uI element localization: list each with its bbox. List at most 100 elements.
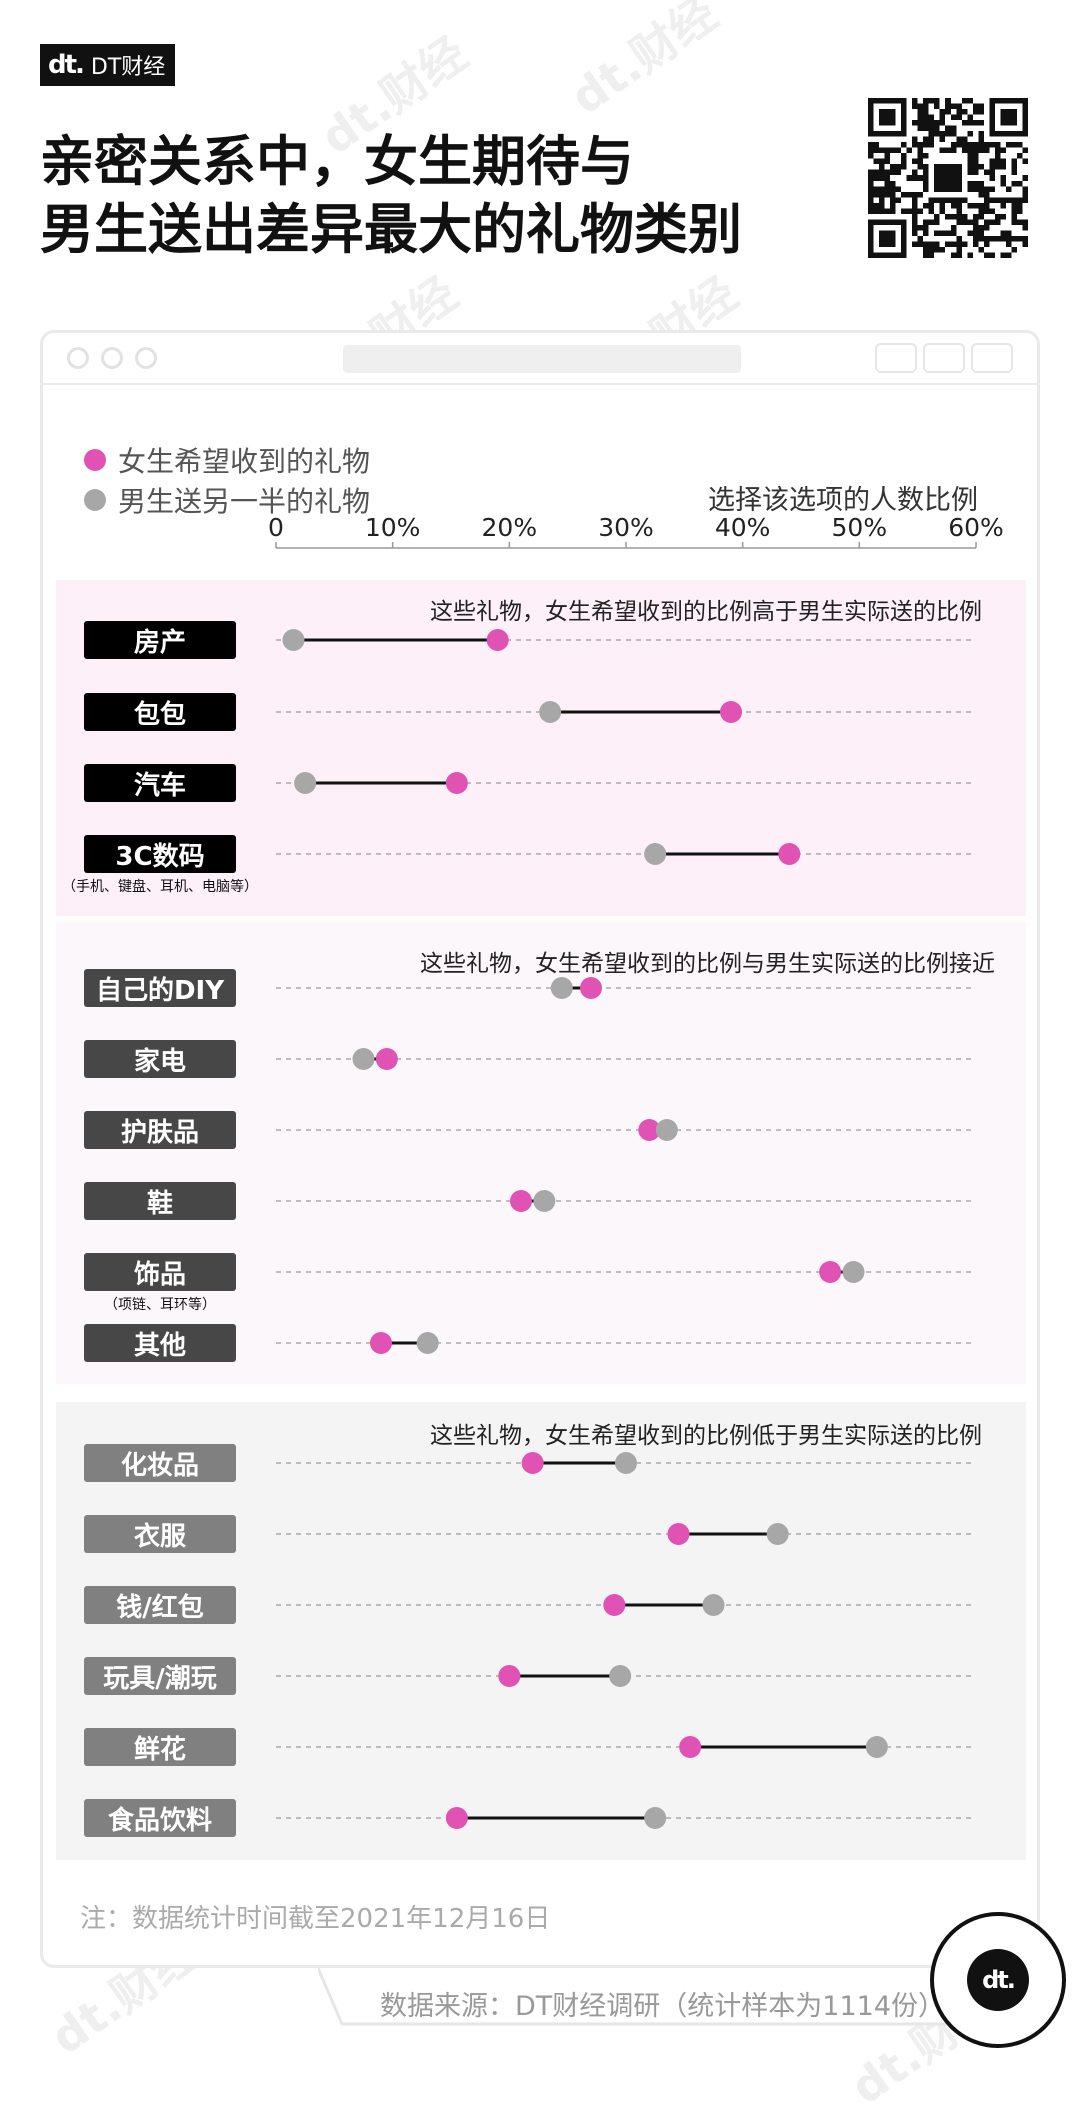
qr-module xyxy=(972,103,979,110)
qr-module xyxy=(1016,142,1023,148)
qr-module xyxy=(950,103,957,110)
qr-module xyxy=(978,103,984,110)
qr-module xyxy=(879,230,896,247)
qr-module xyxy=(917,114,924,121)
qr-module xyxy=(884,153,891,159)
qr-module xyxy=(934,246,940,253)
qr-module xyxy=(917,224,924,231)
qr-module xyxy=(923,252,929,258)
qr-module xyxy=(950,202,957,209)
qr-module xyxy=(1022,186,1028,192)
qr-module xyxy=(917,147,924,154)
qr-module xyxy=(923,125,929,132)
qr-module xyxy=(923,246,929,253)
legend-female-label: 女生希望收到的礼物 xyxy=(118,445,371,478)
qr-module xyxy=(879,175,885,181)
qr-module xyxy=(934,120,940,126)
qr-module xyxy=(983,142,990,148)
qr-module xyxy=(972,120,979,126)
category-label: 汽车 xyxy=(84,764,236,802)
qr-module xyxy=(967,158,973,165)
qr-module xyxy=(873,158,880,165)
qr-module xyxy=(884,186,891,192)
qr-module xyxy=(923,114,929,121)
window-close-icon[interactable] xyxy=(67,347,89,369)
qr-module xyxy=(873,142,880,148)
qr-module xyxy=(906,175,913,181)
qr-module xyxy=(884,169,891,176)
qr-module xyxy=(939,147,946,154)
qr-module xyxy=(972,158,979,165)
qr-module xyxy=(978,246,984,253)
qr-module xyxy=(961,98,968,104)
qr-module xyxy=(868,153,874,159)
qr-module xyxy=(983,235,990,242)
qr-module xyxy=(917,120,924,126)
qr-module xyxy=(972,147,979,154)
qr-module xyxy=(939,120,946,126)
qr-module xyxy=(912,202,918,209)
tabs-icon[interactable] xyxy=(971,343,1013,373)
axis-title: 选择该选项的人数比例 xyxy=(708,485,978,516)
qr-module xyxy=(989,158,995,165)
category-sublabel: （项链、耳环等） xyxy=(104,1297,216,1313)
qr-module xyxy=(989,169,995,176)
qr-module xyxy=(950,213,957,220)
qr-module xyxy=(978,136,984,143)
qr-module xyxy=(1016,235,1023,242)
qr-module xyxy=(989,186,995,192)
qr-module xyxy=(1022,241,1028,247)
qr-module xyxy=(939,246,946,253)
qr-module xyxy=(967,180,973,187)
qr-module xyxy=(989,219,995,225)
qr-module xyxy=(873,186,880,192)
category-sublabel: （手机、键盘、耳机、电脑等） xyxy=(62,879,258,895)
qr-module xyxy=(939,197,946,203)
qr-module xyxy=(917,158,924,165)
qr-module xyxy=(978,120,984,126)
qr-module xyxy=(890,164,896,170)
qr-module xyxy=(994,197,1001,203)
category-label: 食品饮料 xyxy=(84,1799,236,1837)
qr-module xyxy=(917,164,924,170)
window-minimize-icon[interactable] xyxy=(101,347,123,369)
qr-module xyxy=(945,241,951,247)
qr-module xyxy=(989,208,995,214)
record-icon[interactable] xyxy=(875,343,917,373)
qr-module xyxy=(956,241,962,247)
qr-module xyxy=(923,103,929,110)
category-label: 自己的DIY xyxy=(84,969,236,1007)
qr-module xyxy=(901,158,907,165)
qr-module xyxy=(956,142,962,148)
title-line-2: 男生送出差异最大的礼物类别 xyxy=(40,198,742,261)
qr-module xyxy=(972,153,979,159)
qr-module xyxy=(972,186,979,192)
qr-code-icon[interactable] xyxy=(868,98,1028,258)
qr-module xyxy=(956,136,962,143)
qr-module xyxy=(989,175,995,181)
category-label: 家电 xyxy=(84,1040,236,1078)
qr-module xyxy=(956,109,962,115)
qr-module xyxy=(972,164,979,170)
qr-module xyxy=(972,219,979,225)
qr-module xyxy=(912,213,918,220)
qr-module xyxy=(868,175,874,181)
watermark: dt.财经 xyxy=(561,0,727,125)
window-maximize-icon[interactable] xyxy=(135,347,157,369)
qr-module xyxy=(923,153,929,159)
qr-module xyxy=(1022,191,1028,198)
qr-module xyxy=(912,98,918,104)
address-bar[interactable] xyxy=(343,345,741,373)
qr-module xyxy=(895,169,902,176)
share-icon[interactable] xyxy=(923,343,965,373)
qr-module xyxy=(934,219,940,225)
qr-module xyxy=(895,197,902,203)
qr-module xyxy=(917,235,924,242)
qr-module xyxy=(1016,153,1023,159)
qr-module xyxy=(972,241,979,247)
qr-module xyxy=(879,208,885,214)
category-label: 鲜花 xyxy=(84,1728,236,1766)
category-label: 饰品 xyxy=(84,1253,236,1291)
qr-module xyxy=(978,180,984,187)
qr-module xyxy=(1022,158,1028,165)
